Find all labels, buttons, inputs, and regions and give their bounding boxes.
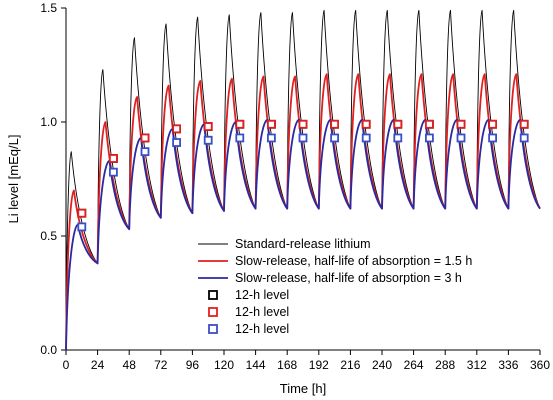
marker-1-point: [361, 119, 371, 129]
y-tick-label: 0.5: [40, 229, 57, 243]
marker-2-point: [235, 133, 245, 143]
legend-label: Slow-release, half-life of absorption = …: [235, 271, 462, 285]
x-tick-label: 24: [91, 358, 105, 372]
marker-2-point: [456, 133, 466, 143]
legend-label: 12-h level: [235, 288, 289, 302]
series-line-1: [65, 73, 541, 351]
x-tick-label: 96: [186, 358, 200, 372]
legend-label: 12-h level: [235, 305, 289, 319]
x-tick-label: 288: [435, 358, 455, 372]
series-line-2: [65, 118, 541, 351]
marker-2-point: [140, 147, 150, 157]
marker-1-point: [266, 119, 276, 129]
marker-1-point: [203, 122, 213, 131]
marker-2-point: [109, 167, 118, 177]
x-tick-label: 240: [372, 358, 392, 372]
x-tick-label: 0: [63, 358, 70, 372]
marker-2-point: [393, 133, 403, 143]
marker-2-point: [424, 133, 434, 143]
marker-2-point: [519, 133, 529, 143]
marker-1-point: [140, 133, 150, 143]
legend-label: Standard-release lithium: [235, 237, 371, 251]
marker-1-point: [235, 119, 245, 129]
marker-layer: [77, 119, 529, 232]
marker-1-point: [488, 119, 498, 129]
marker-1-point: [393, 119, 403, 129]
legend-swatch-box: [208, 307, 218, 317]
x-tick-label: 312: [467, 358, 487, 372]
x-tick-label: 168: [277, 358, 297, 372]
marker-1-point: [456, 119, 466, 129]
series-line-0: [65, 9, 541, 351]
x-tick-label: 48: [123, 358, 137, 372]
marker-2-point: [361, 133, 371, 143]
y-tick-label: 1.5: [40, 1, 57, 15]
marker-1-point: [77, 208, 87, 218]
marker-2-point: [172, 138, 182, 147]
y-tick-label: 0.0: [40, 343, 57, 357]
y-tick-label: 1.0: [40, 115, 57, 129]
marker-2-point: [203, 135, 213, 145]
marker-1-point: [424, 119, 434, 129]
marker-1-point: [172, 124, 182, 134]
marker-2-point: [488, 133, 498, 143]
x-tick-label: 72: [154, 358, 168, 372]
marker-2-point: [266, 133, 276, 143]
x-tick-label: 360: [530, 358, 550, 372]
marker-1-point: [519, 119, 529, 129]
marker-2-point: [298, 133, 308, 143]
series-layer: [65, 9, 541, 351]
x-tick-label: 216: [340, 358, 360, 372]
x-tick-label: 144: [246, 358, 266, 372]
x-tick-label: 264: [404, 358, 424, 372]
x-tick-label: 120: [214, 358, 234, 372]
x-axis-title: Time [h]: [280, 381, 326, 396]
legend: Standard-release lithium Slow-release, ha…: [198, 237, 472, 336]
axes: 0 24 48 72 96 120 144 168 192 216 240 264 288 312 336 3…: [40, 1, 550, 372]
legend-swatch-box: [208, 290, 218, 300]
y-axis-title: Li level [mEq/L]: [6, 135, 21, 224]
marker-2-point: [330, 133, 340, 143]
marker-1-point: [298, 119, 308, 129]
legend-label: Slow-release, half-life of absorption = …: [235, 254, 472, 268]
legend-swatch-box: [208, 324, 218, 334]
marker-1-point: [109, 154, 118, 163]
marker-2-point: [77, 222, 87, 232]
marker-1-point: [330, 119, 340, 129]
x-tick-label: 192: [309, 358, 329, 372]
x-tick-label: 336: [498, 358, 518, 372]
legend-label: 12-h level: [235, 322, 289, 336]
